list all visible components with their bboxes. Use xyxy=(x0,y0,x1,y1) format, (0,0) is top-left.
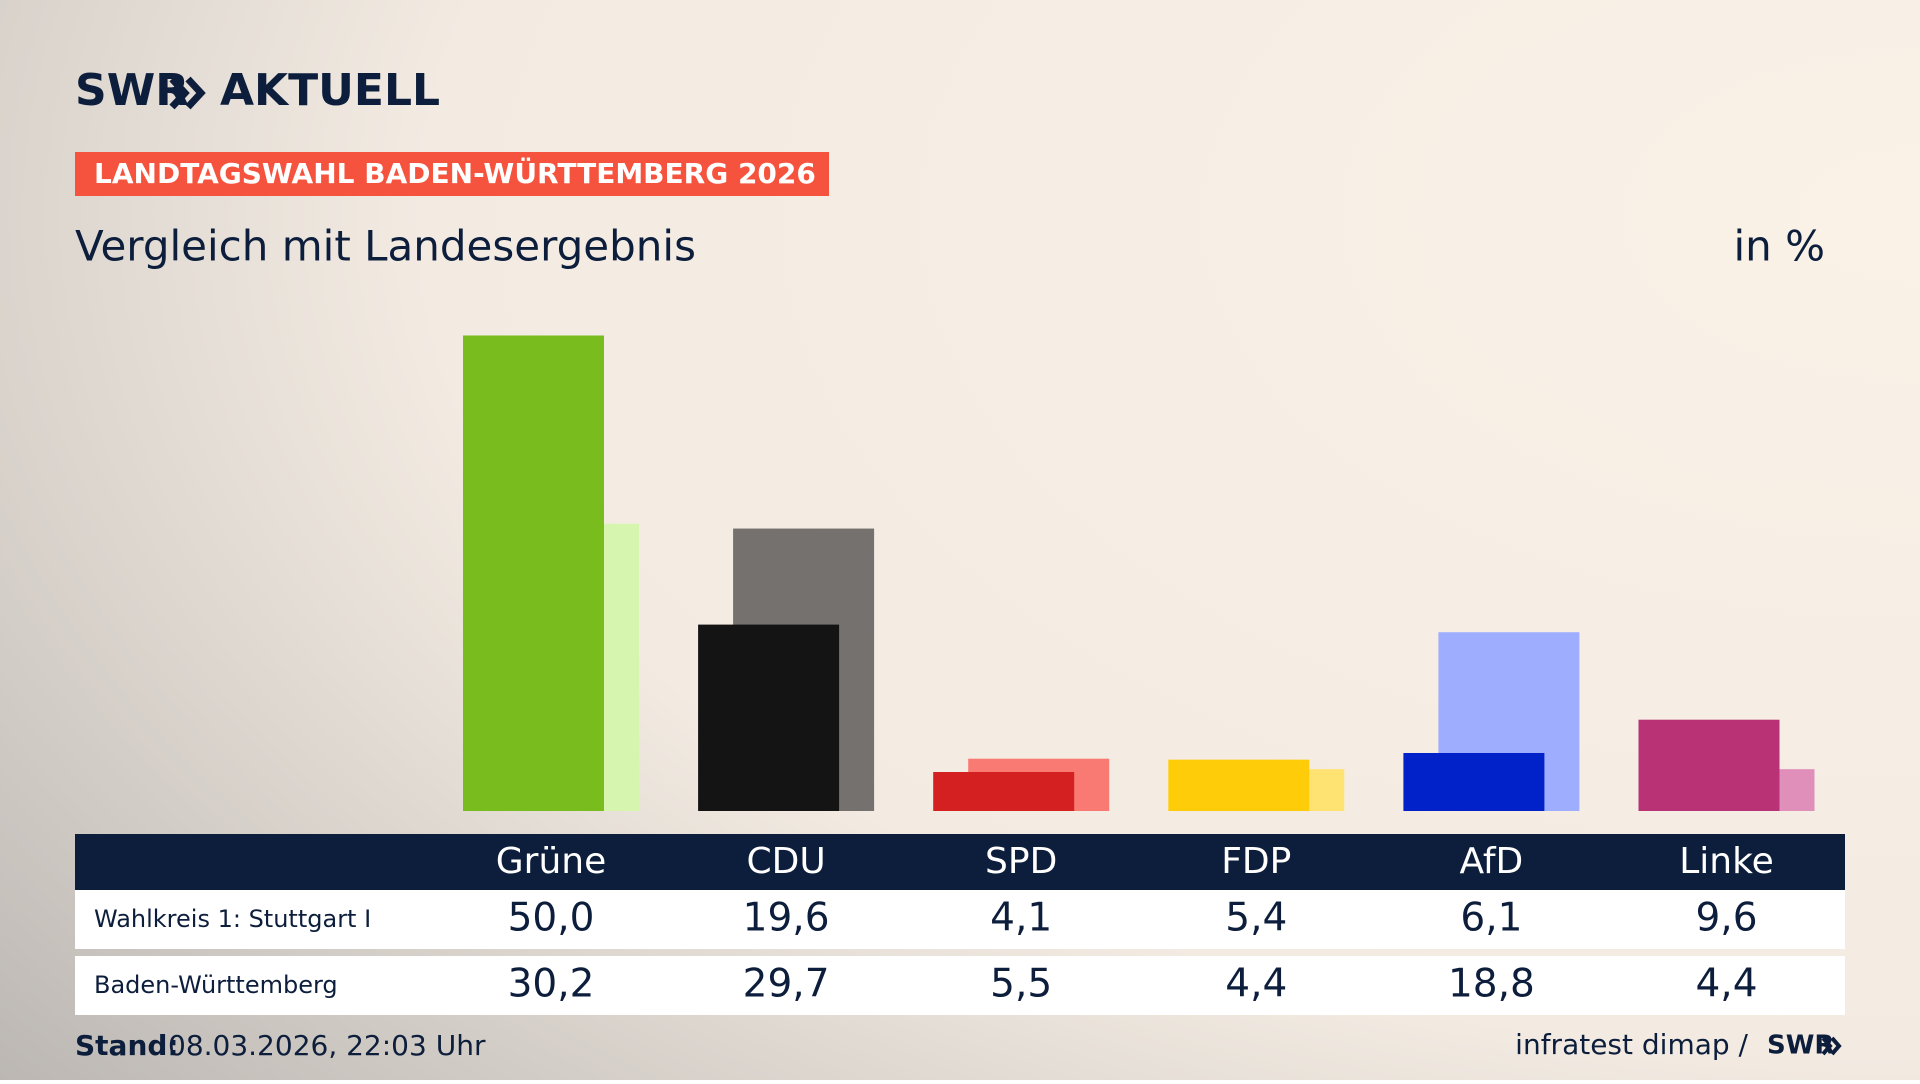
bar xyxy=(1168,759,1310,811)
value-label: 4,4 xyxy=(1695,962,1757,1007)
logo: SWR xyxy=(75,65,189,116)
row-label: Baden-Württemberg xyxy=(94,971,338,999)
table-header xyxy=(75,834,1845,890)
tag: LANDTAGSWAHL BADEN-WÜRTTEMBERG 2026 xyxy=(94,156,816,190)
value-label: 19,6 xyxy=(743,896,830,941)
bar xyxy=(463,335,604,811)
bar xyxy=(1638,719,1780,811)
bar xyxy=(698,624,840,811)
table-row xyxy=(75,956,1845,1015)
value-label: 18,8 xyxy=(1448,962,1535,1007)
bar xyxy=(1403,752,1545,811)
category-label: Linke xyxy=(1679,841,1774,882)
tag-box xyxy=(75,152,829,196)
unit: in % xyxy=(1733,222,1825,271)
source-logo: SWR xyxy=(1767,1031,1834,1061)
brand: AKTUELL xyxy=(220,65,440,116)
value-label: 50,0 xyxy=(508,896,595,941)
value-label: 5,4 xyxy=(1225,896,1287,941)
value-label: 6,1 xyxy=(1460,896,1522,941)
logo-chevrons xyxy=(169,76,206,110)
category-label: FDP xyxy=(1221,841,1291,882)
category-label: Grüne xyxy=(496,841,606,882)
source: infratest dimap / xyxy=(1515,1028,1748,1061)
value-label: 4,1 xyxy=(990,896,1052,941)
table-row xyxy=(75,890,1845,949)
category-label: SPD xyxy=(985,841,1057,882)
stand: 08.03.2026, 22:03 Uhr xyxy=(168,1029,486,1062)
source-chevrons xyxy=(1821,1036,1842,1056)
row-label: Wahlkreis 1: Stuttgart I xyxy=(94,905,371,933)
value-label: 9,6 xyxy=(1695,896,1757,941)
value-label: 30,2 xyxy=(508,962,595,1007)
category-label: CDU xyxy=(746,841,825,882)
stand-label: Stand: xyxy=(75,1029,179,1062)
bar xyxy=(933,772,1075,811)
value-label: 4,4 xyxy=(1225,962,1287,1007)
chart-title: Vergleich mit Landesergebnis xyxy=(75,222,696,271)
value-label: 5,5 xyxy=(990,962,1052,1007)
category-label: AfD xyxy=(1460,841,1524,882)
value-label: 29,7 xyxy=(743,962,830,1007)
